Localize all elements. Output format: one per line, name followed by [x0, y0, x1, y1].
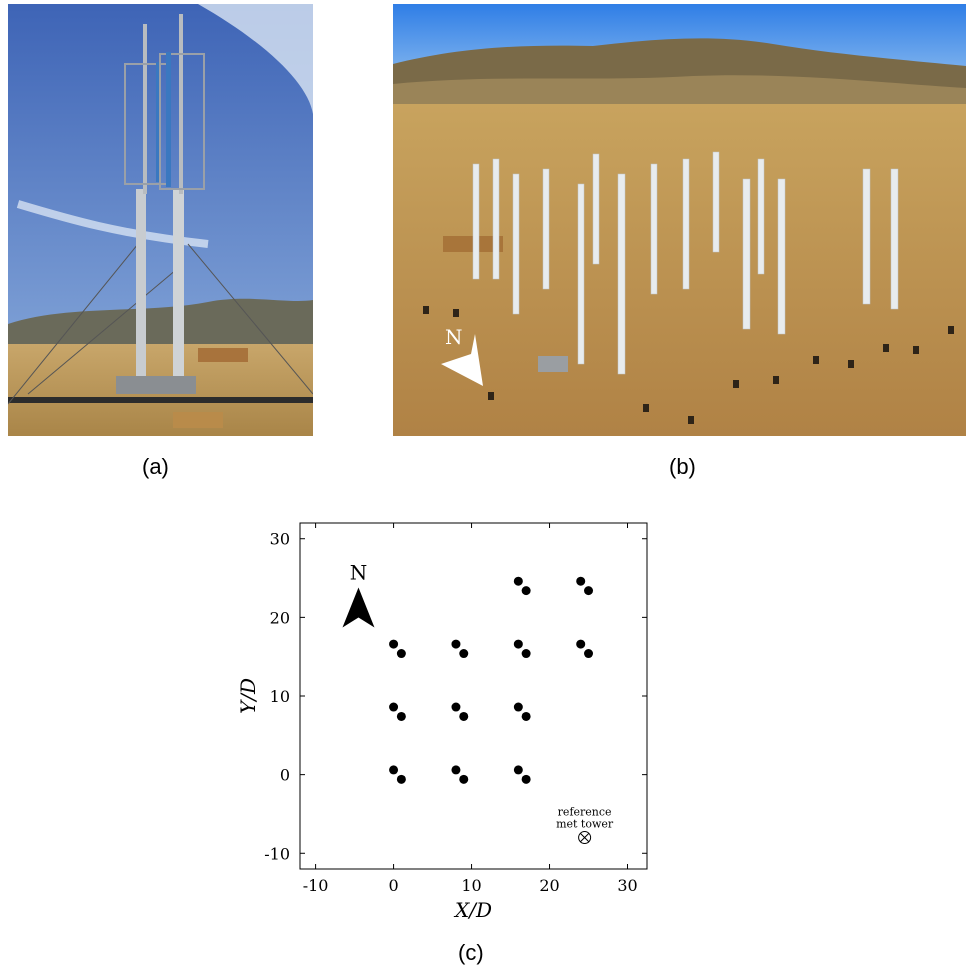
turbine-point: [521, 586, 531, 596]
turbine-point: [584, 649, 594, 659]
met-tower-icon: [578, 831, 592, 845]
x-axis-label: X/D: [453, 898, 492, 920]
turbine-point: [451, 765, 461, 775]
met-tower: reference met tower: [556, 806, 614, 845]
y-axis-label: Y/D: [236, 678, 260, 714]
met-tower-label-line1: reference: [558, 806, 612, 819]
tick-labels: -10 0 10 20 30 -10 0 10 20 30: [264, 530, 637, 895]
caption-a: (a): [142, 454, 169, 479]
turbine-point: [396, 711, 406, 721]
turbine-point: [389, 702, 399, 712]
turbine-point: [521, 774, 531, 784]
turbine-point: [396, 774, 406, 784]
turbine-array-photo-b: N: [393, 4, 966, 436]
turbine-point: [513, 702, 523, 712]
y-tick-label: 10: [270, 687, 290, 706]
turbine-point: [451, 702, 461, 712]
x-tick-label: 20: [539, 876, 559, 895]
x-tick-label: -10: [303, 876, 329, 895]
turbine-point: [389, 639, 399, 649]
x-tick-label: 10: [461, 876, 481, 895]
north-label-photo: N: [445, 325, 463, 349]
turbine-layout-chart: -10 0 10 20 30 -10 0 10 20 30 X/D Y/D N reference…: [236, 522, 648, 920]
x-tick-label: 30: [617, 876, 637, 895]
turbine-point: [584, 586, 594, 596]
turbine-point: [396, 649, 406, 659]
y-tick-label: 20: [270, 608, 290, 627]
axis-ticks: [300, 523, 647, 869]
x-tick-label: 0: [388, 876, 398, 895]
caption-b: (b): [669, 454, 696, 479]
turbine-point: [459, 774, 469, 784]
north-arrow: N: [342, 561, 375, 628]
turbine-point: [459, 711, 469, 721]
turbine-point: [576, 576, 586, 586]
turbine-point: [451, 639, 461, 649]
caption-c: (c): [458, 940, 484, 965]
turbine-markers: [389, 576, 594, 784]
met-tower-label-line2: met tower: [556, 818, 614, 831]
turbine-photo-a: [8, 4, 313, 436]
turbine-point: [389, 765, 399, 775]
turbine-point: [576, 639, 586, 649]
turbine-point: [513, 576, 523, 586]
y-tick-label: -10: [264, 844, 290, 863]
turbine-point: [459, 649, 469, 659]
turbine-point: [513, 765, 523, 775]
y-tick-label: 30: [270, 530, 290, 549]
turbine-point: [521, 649, 531, 659]
turbine-point: [521, 711, 531, 721]
north-arrow-icon: [342, 587, 375, 628]
north-label: N: [350, 561, 368, 585]
turbine-point: [513, 639, 523, 649]
y-tick-label: 0: [280, 766, 290, 785]
